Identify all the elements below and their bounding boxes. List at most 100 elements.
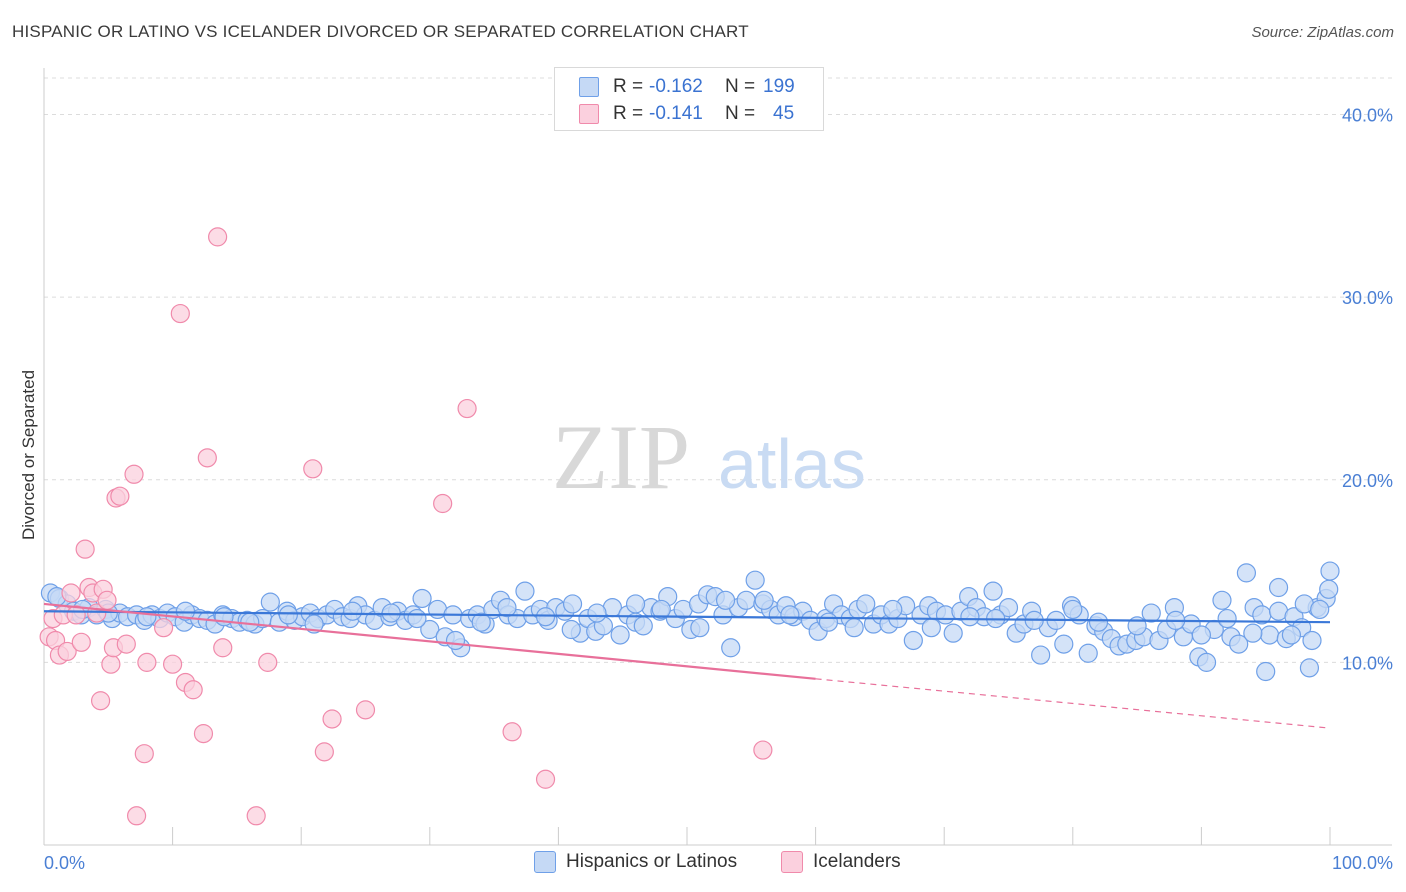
data-point	[497, 597, 517, 618]
y-axis-label: Divorced or Separated	[19, 370, 38, 540]
data-point	[90, 691, 111, 711]
gridlines	[44, 77, 1392, 663]
data-point	[1310, 599, 1330, 620]
data-point	[445, 630, 466, 651]
data-point	[561, 619, 581, 640]
data-point	[433, 493, 453, 514]
data-point	[110, 486, 130, 506]
data-point	[457, 398, 477, 419]
data-point	[1320, 561, 1340, 581]
data-point	[736, 590, 756, 610]
data-point	[193, 724, 214, 744]
data-point	[355, 700, 376, 720]
data-point	[75, 539, 95, 559]
data-point	[983, 581, 1003, 601]
series-icelanders-points	[39, 227, 773, 826]
legend-n-value: 45	[773, 103, 795, 124]
data-point	[1299, 658, 1320, 678]
trend-lines	[43, 602, 1331, 729]
legend-n-value: 199	[763, 76, 795, 97]
legend-label-icelanders: Icelanders	[813, 851, 901, 872]
data-point	[780, 605, 800, 625]
legend-r-label: R =	[613, 76, 644, 97]
data-point	[721, 638, 741, 658]
watermark-zip: ZIP	[552, 406, 690, 508]
data-point	[535, 769, 556, 789]
data-point	[471, 612, 491, 632]
data-point	[97, 590, 117, 610]
legend-swatch-hispanics	[534, 851, 556, 873]
legend-r-label: R =	[613, 103, 644, 124]
data-point	[903, 630, 923, 651]
data-point	[562, 594, 583, 614]
data-point	[163, 654, 183, 674]
data-point	[651, 599, 671, 620]
legend-row-icelanders: R = -0.141 N = 45	[579, 101, 794, 127]
data-point	[134, 744, 154, 764]
data-point	[153, 618, 174, 638]
y-tick-label: 40.0%	[1342, 106, 1393, 126]
data-point	[883, 599, 903, 620]
data-point	[61, 583, 81, 603]
y-tick-label: 10.0%	[1342, 653, 1393, 673]
data-point	[208, 227, 228, 247]
data-point	[921, 618, 941, 638]
data-point	[1141, 603, 1161, 623]
data-point	[1078, 643, 1098, 663]
data-point	[1088, 612, 1109, 632]
data-point	[246, 806, 266, 826]
legend-item-icelanders[interactable]: Icelanders	[781, 851, 901, 873]
data-point	[412, 588, 432, 609]
data-point	[183, 680, 203, 700]
data-point	[745, 570, 765, 590]
data-point	[1196, 652, 1217, 672]
legend-n-label: N =	[725, 103, 756, 124]
data-point	[690, 618, 710, 638]
data-point	[610, 625, 630, 645]
data-point	[535, 607, 556, 627]
watermark-atlas: atlas	[718, 425, 866, 503]
x-tick-label: 100.0%	[1332, 853, 1393, 873]
legend-label-hispanics: Hispanics or Latinos	[566, 851, 738, 872]
data-point	[304, 614, 324, 634]
data-point	[314, 742, 334, 762]
data-point	[1319, 579, 1339, 599]
data-point	[1031, 645, 1051, 665]
data-point	[126, 806, 147, 826]
data-point	[502, 722, 522, 742]
data-point	[998, 597, 1019, 618]
legend-item-hispanics[interactable]: Hispanics or Latinos	[534, 851, 737, 873]
data-point	[1259, 625, 1280, 645]
data-point	[515, 581, 535, 601]
chart-title: HISPANIC OR LATINO VS ICELANDER DIVORCED…	[12, 22, 749, 41]
data-point	[1302, 630, 1322, 651]
y-tick-label: 20.0%	[1342, 471, 1393, 491]
data-point	[1256, 661, 1276, 682]
data-point	[303, 459, 323, 479]
data-point	[213, 638, 233, 658]
data-point	[197, 448, 217, 468]
data-point	[260, 592, 280, 612]
trend-line-1	[815, 678, 1331, 729]
data-point	[1054, 634, 1074, 654]
data-point	[322, 709, 342, 729]
x-tick-label: 0.0%	[44, 853, 85, 873]
data-point	[116, 634, 136, 654]
correlation-legend: R = -0.162 N = 199 R = -0.141 N = 45	[554, 67, 824, 131]
data-point	[943, 623, 963, 643]
legend-swatch-icelanders	[579, 104, 599, 124]
data-point	[1281, 625, 1302, 645]
data-point	[1229, 634, 1249, 654]
source-label: Source: ZipAtlas.com	[1251, 24, 1394, 41]
data-point	[633, 616, 653, 636]
legend-swatch-hispanics	[579, 77, 599, 97]
y-tick-labels: 10.0% 20.0% 30.0% 40.0%	[1342, 106, 1393, 674]
axes	[43, 68, 1392, 846]
data-point	[1217, 608, 1237, 629]
legend-row-hispanics: R = -0.162 N = 199	[579, 74, 795, 100]
data-point	[137, 607, 157, 627]
data-point	[1063, 599, 1083, 620]
data-point	[1191, 625, 1212, 645]
data-point	[1243, 623, 1263, 643]
